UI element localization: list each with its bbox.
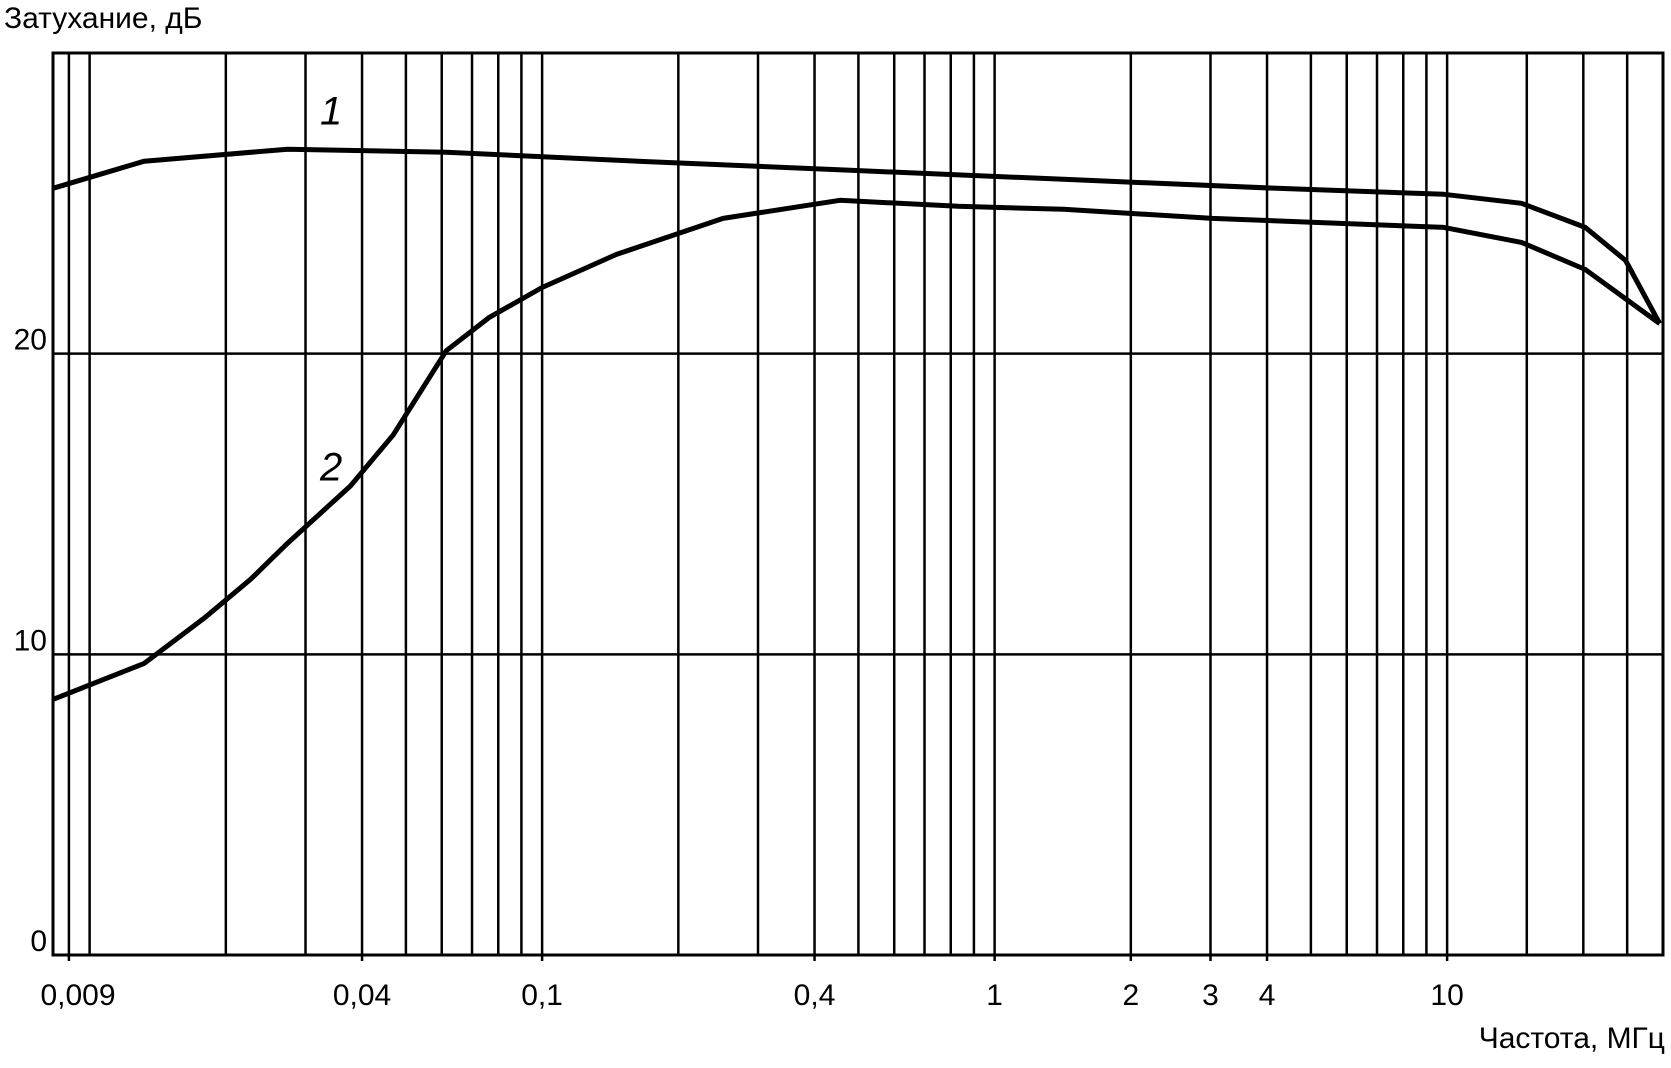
series-label: 2 [319,446,342,490]
y-tick-label: 10 [14,624,47,657]
x-tick-label: 0,04 [333,979,391,1012]
x-tick-label: 1 [986,979,1003,1012]
y-axis-label: Затухание, дБ [4,2,202,35]
x-tick-label: 3 [1202,979,1219,1012]
y-tick-label: 20 [14,324,47,357]
series-line [52,197,1662,702]
y-tick-label: 0 [30,925,47,958]
x-axis-label: Частота, МГц [1479,1022,1665,1055]
x-tick-label: 10 [1430,979,1463,1012]
x-tick-label: 0,009 [40,979,115,1012]
x-tick-label: 0,4 [794,979,836,1012]
x-tick-label: 4 [1259,979,1276,1012]
x-tick-label: 0,1 [521,979,563,1012]
x-tick-label: 2 [1122,979,1139,1012]
series-line [52,146,1662,325]
series-label: 1 [320,90,342,134]
